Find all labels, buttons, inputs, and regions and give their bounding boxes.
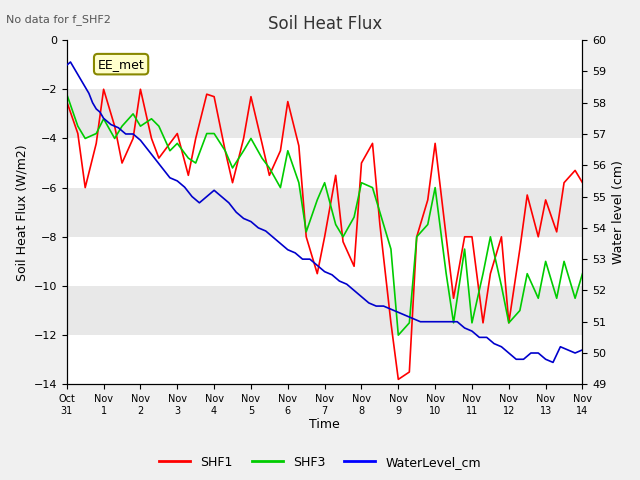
Title: Soil Heat Flux: Soil Heat Flux: [268, 15, 381, 33]
X-axis label: Time: Time: [309, 419, 340, 432]
Legend: SHF1, SHF3, WaterLevel_cm: SHF1, SHF3, WaterLevel_cm: [154, 451, 486, 474]
Y-axis label: Water level (cm): Water level (cm): [612, 160, 625, 264]
Y-axis label: Soil Heat Flux (W/m2): Soil Heat Flux (W/m2): [15, 144, 28, 280]
Bar: [67, 138, 582, 188]
Text: EE_met: EE_met: [98, 58, 145, 71]
Bar: [67, 286, 582, 335]
Bar: [67, 335, 582, 384]
Bar: [67, 40, 582, 89]
Bar: [67, 89, 582, 138]
Text: No data for f_SHF2: No data for f_SHF2: [6, 14, 111, 25]
Bar: [67, 188, 582, 237]
Bar: [67, 237, 582, 286]
